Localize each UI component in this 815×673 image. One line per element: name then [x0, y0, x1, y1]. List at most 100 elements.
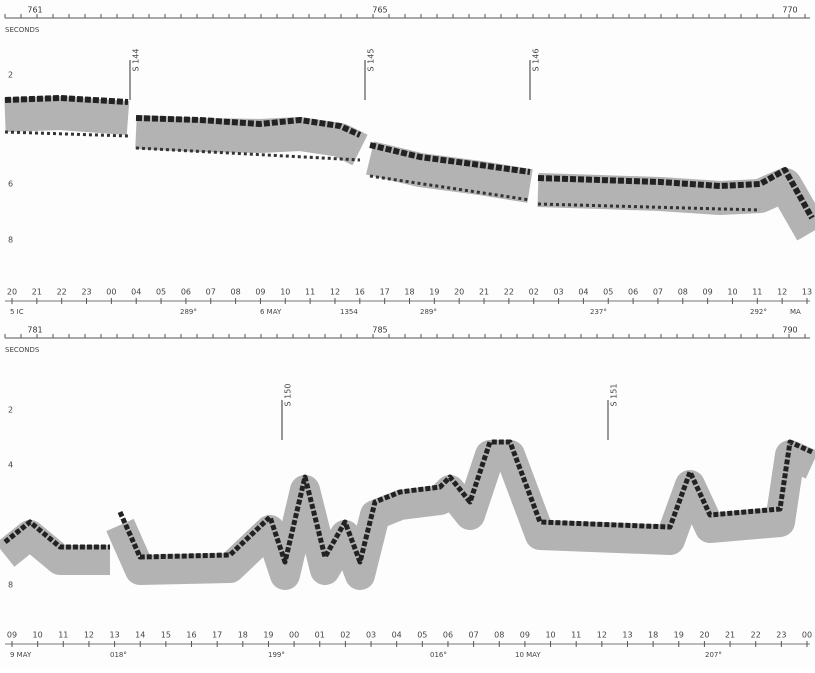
hour-label: 00 — [802, 631, 812, 640]
hour-label: 00 — [106, 288, 116, 297]
profile-top — [4, 95, 815, 241]
hour-label: 18 — [648, 631, 658, 640]
hour-label: 10 — [33, 631, 43, 640]
hour-label: 10 — [280, 288, 290, 297]
hour-label: 06 — [628, 288, 638, 297]
hour-label: 05 — [603, 288, 613, 297]
distance-label: 761 — [27, 6, 42, 15]
note: MA — [790, 308, 801, 316]
note: 207° — [705, 651, 722, 659]
note: 199° — [268, 651, 285, 659]
hour-label: 23 — [81, 288, 91, 297]
hour-label: 08 — [231, 288, 241, 297]
note: 018° — [110, 651, 127, 659]
hour-label: 21 — [725, 631, 735, 640]
note: 292° — [750, 308, 767, 316]
hour-label: 20 — [454, 288, 464, 297]
hour-label: 17 — [212, 631, 222, 640]
hour-label: 14 — [135, 631, 145, 640]
hour-label: 21 — [479, 288, 489, 297]
depth-label: 4 — [8, 461, 13, 470]
hour-label: 11 — [752, 288, 762, 297]
depth-label: 2 — [8, 406, 13, 415]
depth-label: 2 — [8, 71, 13, 80]
hour-label: 17 — [380, 288, 390, 297]
hour-label: 20 — [699, 631, 709, 640]
hour-label: 09 — [7, 631, 17, 640]
station-label: S 144 — [132, 49, 141, 72]
hour-label: 03 — [366, 631, 376, 640]
hour-label: 18 — [238, 631, 248, 640]
hour-label: 07 — [469, 631, 479, 640]
profile-bottom — [0, 439, 815, 590]
station-label: S 151 — [610, 384, 619, 407]
hour-label: 19 — [263, 631, 273, 640]
hour-label: 04 — [131, 288, 141, 297]
note: 289° — [180, 308, 197, 316]
hour-label: 16 — [186, 631, 196, 640]
note: 6 MAY — [260, 308, 282, 316]
hour-label: 20 — [7, 288, 17, 297]
station-label: S 145 — [367, 49, 376, 72]
distance-label: 785 — [372, 326, 387, 335]
hour-label: 12 — [777, 288, 787, 297]
hour-label: 19 — [429, 288, 439, 297]
hour-label: 05 — [417, 631, 427, 640]
hour-label: 08 — [494, 631, 504, 640]
depth-label: 8 — [8, 581, 13, 590]
hour-label: 23 — [776, 631, 786, 640]
hour-label: 04 — [578, 288, 588, 297]
hour-label: 22 — [751, 631, 761, 640]
hour-label: 05 — [156, 288, 166, 297]
axis-label: SECONDS — [5, 26, 40, 34]
hour-label: 22 — [504, 288, 514, 297]
distance-label: 770 — [782, 6, 797, 15]
axis-label: SECONDS — [5, 346, 40, 354]
hour-label: 09 — [520, 631, 530, 640]
hour-label: 06 — [443, 631, 453, 640]
hour-label: 07 — [206, 288, 216, 297]
hour-label: 12 — [330, 288, 340, 297]
station-label: S 146 — [532, 49, 541, 72]
hour-label: 01 — [315, 631, 325, 640]
hour-label: 09 — [703, 288, 713, 297]
hour-label: 11 — [58, 631, 68, 640]
hour-label: 03 — [553, 288, 563, 297]
hour-label: 11 — [305, 288, 315, 297]
hour-label: 07 — [653, 288, 663, 297]
hour-label: 15 — [161, 631, 171, 640]
hour-label: 13 — [802, 288, 812, 297]
hour-label: 19 — [674, 631, 684, 640]
note: 9 MAY — [10, 651, 32, 659]
hour-label: 12 — [597, 631, 607, 640]
distance-label: 765 — [372, 6, 387, 15]
hour-label: 21 — [32, 288, 42, 297]
distance-label: 790 — [782, 326, 797, 335]
hour-label: 18 — [404, 288, 414, 297]
depth-label: 6 — [8, 180, 13, 189]
hour-label: 13 — [109, 631, 119, 640]
hour-label: 08 — [678, 288, 688, 297]
hour-label: 04 — [392, 631, 402, 640]
note: 237° — [590, 308, 607, 316]
hour-label: 12 — [84, 631, 94, 640]
note: 10 MAY — [515, 651, 541, 659]
hour-label: 02 — [340, 631, 350, 640]
note: 1354 — [340, 308, 358, 316]
station-label: S 150 — [284, 384, 293, 407]
hour-label: 11 — [571, 631, 581, 640]
note: 289° — [420, 308, 437, 316]
hour-label: 10 — [727, 288, 737, 297]
hour-label: 16 — [355, 288, 365, 297]
hour-label: 10 — [545, 631, 555, 640]
hour-label: 22 — [57, 288, 67, 297]
hour-label: 00 — [289, 631, 299, 640]
note: 016° — [430, 651, 447, 659]
hour-label: 13 — [622, 631, 632, 640]
distance-label: 781 — [27, 326, 42, 335]
hour-label: 06 — [181, 288, 191, 297]
hour-label: 02 — [529, 288, 539, 297]
note: 5 IC — [10, 308, 24, 316]
hour-label: 09 — [255, 288, 265, 297]
